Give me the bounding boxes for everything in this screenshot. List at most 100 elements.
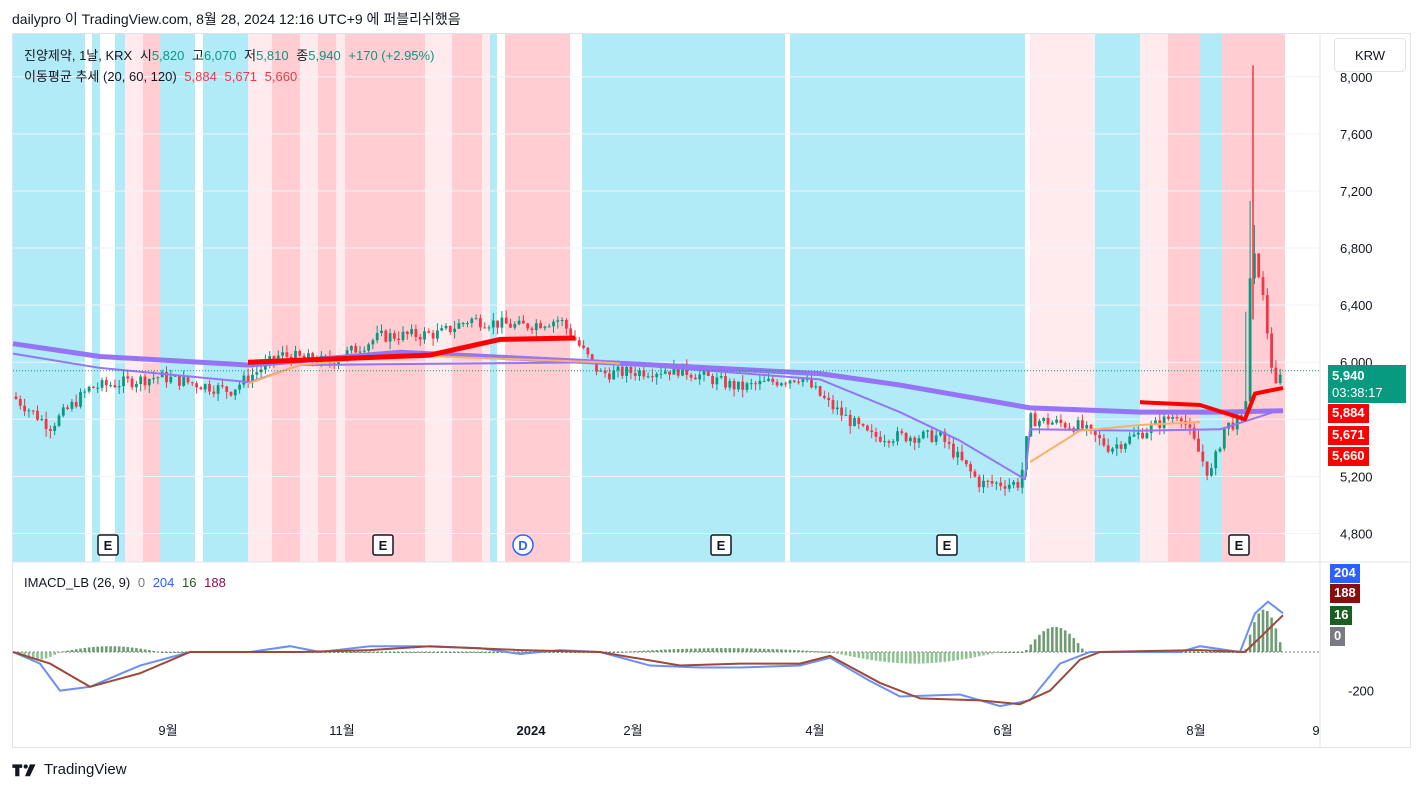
hist-bar-12 xyxy=(66,650,69,652)
hist-bar-19 xyxy=(96,646,99,652)
hist-bar-155 xyxy=(681,648,684,652)
candle-body-228 xyxy=(995,482,998,484)
hist-bar-283 xyxy=(1231,652,1235,653)
candle-body-230 xyxy=(1003,486,1007,489)
imacd-panel xyxy=(12,600,1320,708)
candle-body-89 xyxy=(397,338,401,341)
candle-body-98 xyxy=(436,330,439,339)
hist-bar-141 xyxy=(621,651,624,653)
hist-bar-239 xyxy=(1042,631,1045,652)
candle-body-175 xyxy=(767,378,770,381)
candle-body-125 xyxy=(552,321,555,327)
candle-body-172 xyxy=(754,383,757,385)
hist-bar-33 xyxy=(156,651,160,653)
hist-bar-217 xyxy=(947,652,951,662)
hist-bar-175 xyxy=(767,648,770,652)
candle-body-109 xyxy=(483,327,487,329)
hist-bar-280 xyxy=(1218,652,1222,653)
candle-body-238 xyxy=(1038,421,1041,427)
candle-body-84 xyxy=(375,332,379,341)
candle-body-33 xyxy=(156,377,160,379)
hist-bar-237 xyxy=(1033,639,1037,652)
candle-body-166 xyxy=(728,380,732,388)
candle-body-181 xyxy=(792,380,796,382)
candle-body-61 xyxy=(276,355,280,361)
hist-bar-233 xyxy=(1016,652,1020,653)
candle-body-247 xyxy=(1076,420,1080,432)
hist-bar-207 xyxy=(904,652,908,664)
hist-bar-20 xyxy=(100,646,104,652)
hist-bar-5 xyxy=(36,652,39,660)
hist-bar-159 xyxy=(698,648,701,652)
close-label: 종 xyxy=(296,48,309,63)
hist-bar-13 xyxy=(70,649,74,652)
candle-body-63 xyxy=(285,352,289,357)
hist-bar-238 xyxy=(1038,634,1041,652)
candle-body-88 xyxy=(393,333,396,339)
hist-bar-106 xyxy=(470,652,474,653)
candle-body-97 xyxy=(431,332,435,339)
candle-body-57 xyxy=(259,369,263,373)
candle-body-40 xyxy=(186,377,190,383)
hist-bar-87 xyxy=(388,652,392,653)
candle-body-79 xyxy=(354,346,358,353)
hist-bar-3 xyxy=(27,652,31,659)
candle-body-274 xyxy=(1192,427,1196,439)
time-tick-0: 9월 xyxy=(158,723,177,738)
tradingview-logo[interactable]: TradingView xyxy=(12,761,127,778)
candle-body-28 xyxy=(135,383,138,388)
candle-body-185 xyxy=(810,378,813,388)
trend-band-10 xyxy=(248,34,272,562)
candle-body-102 xyxy=(453,328,456,333)
candle-body-294 xyxy=(1278,374,1282,384)
indicator-tag-1: 204 xyxy=(1330,564,1360,583)
candle-body-171 xyxy=(749,383,753,385)
candle-body-219 xyxy=(956,451,960,458)
hist-bar-24 xyxy=(117,646,121,652)
hist-bar-117 xyxy=(517,652,521,653)
ma-value-120: 5,660 xyxy=(264,69,298,84)
candle-body-137 xyxy=(603,370,607,374)
candle-body-29 xyxy=(139,376,143,384)
candle-body-263 xyxy=(1145,432,1149,439)
currency-button[interactable]: KRW xyxy=(1334,38,1406,72)
hist-bar-189 xyxy=(827,651,830,653)
hist-bar-97 xyxy=(431,652,435,653)
candle-body-258 xyxy=(1124,443,1127,449)
candle-body-52 xyxy=(238,384,241,390)
hist-bar-248 xyxy=(1081,648,1084,652)
hist-bar-142 xyxy=(625,651,628,653)
candle-body-158 xyxy=(694,377,697,380)
candle-body-68 xyxy=(307,353,310,359)
hist-bar-230 xyxy=(1003,652,1007,653)
candle-body-6 xyxy=(40,419,44,421)
candle-body-201 xyxy=(878,436,882,442)
candle-body-30 xyxy=(143,376,147,386)
trend-band-6 xyxy=(143,34,160,562)
candle-body-117 xyxy=(517,320,521,325)
trend-band-25 xyxy=(705,34,785,562)
hist-bar-221 xyxy=(965,652,968,659)
hist-bar-185 xyxy=(810,650,813,652)
candle-body-223 xyxy=(973,471,977,477)
candle-body-214 xyxy=(934,435,938,442)
candle-body-248 xyxy=(1081,420,1084,429)
candle-body-120 xyxy=(530,328,534,331)
hist-bar-242 xyxy=(1055,626,1058,652)
hist-bar-184 xyxy=(805,650,809,652)
hist-bar-272 xyxy=(1184,652,1187,653)
trend-band-4 xyxy=(115,34,125,562)
hist-bar-192 xyxy=(840,652,843,655)
trend-band-23 xyxy=(582,34,600,562)
hist-bar-188 xyxy=(823,651,826,653)
price-tick-2: 7,200 xyxy=(1340,184,1373,199)
candle-body-198 xyxy=(866,425,869,431)
hist-bar-98 xyxy=(436,652,439,653)
candle-body-245 xyxy=(1068,427,1071,429)
ma-title: 이동평균 추세 (20, 60, 120) xyxy=(24,69,177,84)
candle-body-254 xyxy=(1106,445,1110,452)
candle-body-42 xyxy=(195,383,198,388)
indicator-legend: IMACD_LB (26, 9) 0 204 16 188 xyxy=(24,575,230,590)
time-tick-7: 9 xyxy=(1312,723,1319,738)
